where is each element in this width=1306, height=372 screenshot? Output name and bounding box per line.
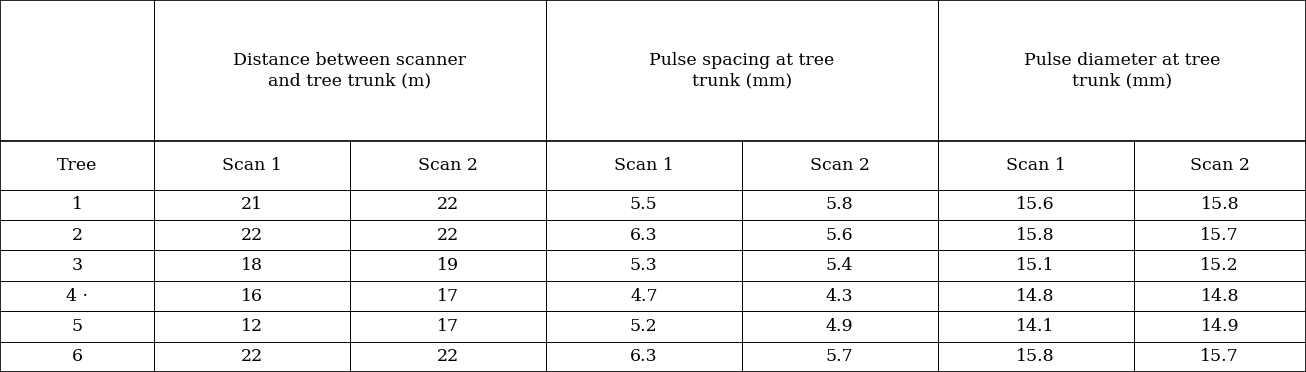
- Text: 15.1: 15.1: [1016, 257, 1055, 274]
- Text: 2: 2: [72, 227, 82, 244]
- Text: 15.8: 15.8: [1016, 348, 1055, 365]
- Text: 22: 22: [240, 348, 264, 365]
- Text: 15.7: 15.7: [1200, 348, 1239, 365]
- Text: 22: 22: [436, 227, 460, 244]
- Text: 15.6: 15.6: [1016, 196, 1055, 214]
- Text: 19: 19: [438, 257, 458, 274]
- Text: 1: 1: [72, 196, 82, 214]
- Text: Pulse diameter at tree
trunk (mm): Pulse diameter at tree trunk (mm): [1024, 52, 1220, 89]
- Text: 4.3: 4.3: [825, 288, 854, 305]
- Text: 5: 5: [72, 318, 82, 335]
- Text: Scan 1: Scan 1: [1006, 157, 1066, 174]
- Text: 14.1: 14.1: [1016, 318, 1055, 335]
- Text: 5.6: 5.6: [825, 227, 854, 244]
- Text: 4.9: 4.9: [825, 318, 854, 335]
- Text: 5.5: 5.5: [629, 196, 658, 214]
- Text: 17: 17: [438, 288, 458, 305]
- Text: 5.4: 5.4: [825, 257, 854, 274]
- Text: 4 ·: 4 ·: [67, 288, 88, 305]
- Text: 14.8: 14.8: [1016, 288, 1055, 305]
- Text: Scan 1: Scan 1: [222, 157, 282, 174]
- Text: 21: 21: [242, 196, 263, 214]
- Text: Scan 1: Scan 1: [614, 157, 674, 174]
- Text: 3: 3: [72, 257, 82, 274]
- Text: 18: 18: [242, 257, 263, 274]
- Text: 12: 12: [242, 318, 263, 335]
- Text: Scan 2: Scan 2: [810, 157, 870, 174]
- Text: 5.2: 5.2: [629, 318, 658, 335]
- Text: Pulse spacing at tree
trunk (mm): Pulse spacing at tree trunk (mm): [649, 52, 835, 89]
- Text: Scan 2: Scan 2: [1190, 157, 1250, 174]
- Text: 5.3: 5.3: [629, 257, 658, 274]
- Text: 17: 17: [438, 318, 458, 335]
- Text: 6.3: 6.3: [629, 227, 658, 244]
- Text: 22: 22: [436, 348, 460, 365]
- Text: 16: 16: [242, 288, 263, 305]
- Text: 15.8: 15.8: [1016, 227, 1055, 244]
- Text: 6.3: 6.3: [629, 348, 658, 365]
- Text: 5.8: 5.8: [825, 196, 854, 214]
- Text: Distance between scanner
and tree trunk (m): Distance between scanner and tree trunk …: [234, 52, 466, 89]
- Text: Scan 2: Scan 2: [418, 157, 478, 174]
- Text: 15.2: 15.2: [1200, 257, 1239, 274]
- Text: 14.8: 14.8: [1200, 288, 1239, 305]
- Text: 22: 22: [436, 196, 460, 214]
- Text: 15.7: 15.7: [1200, 227, 1239, 244]
- Text: 6: 6: [72, 348, 82, 365]
- Text: Tree: Tree: [57, 157, 97, 174]
- Text: 4.7: 4.7: [629, 288, 658, 305]
- Text: 5.7: 5.7: [825, 348, 854, 365]
- Text: 14.9: 14.9: [1200, 318, 1239, 335]
- Text: 22: 22: [240, 227, 264, 244]
- Text: 15.8: 15.8: [1200, 196, 1239, 214]
